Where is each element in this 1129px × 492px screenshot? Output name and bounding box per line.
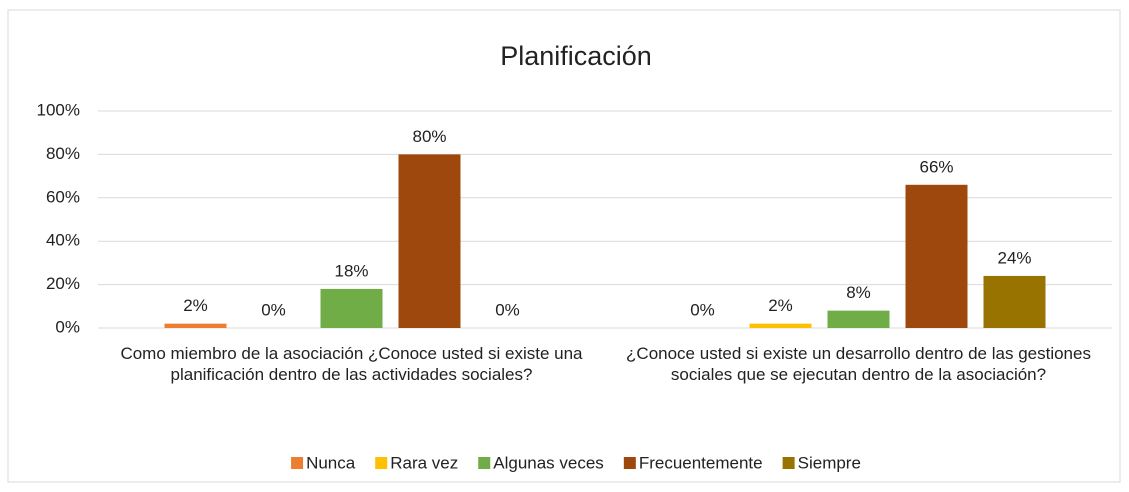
data-label: 0% (261, 300, 286, 319)
data-label: 2% (768, 296, 793, 315)
x-tick-label: Como miembro de la asociación ¿Conoce us… (120, 344, 583, 384)
data-label: 80% (412, 127, 446, 146)
legend-swatch (291, 457, 304, 469)
bar (905, 184, 968, 328)
y-tick-label: 80% (46, 144, 80, 163)
data-label: 8% (846, 283, 871, 302)
bar (164, 323, 227, 328)
x-tick-label: ¿Conoce usted si existe un desarrollo de… (626, 344, 1091, 384)
legend-swatch (375, 457, 388, 469)
bar (983, 275, 1046, 328)
legend-label: Rara vez (390, 453, 458, 472)
data-label: 24% (997, 248, 1031, 267)
chart-title: Planificación (500, 41, 652, 71)
y-tick-label: 20% (46, 274, 80, 293)
legend-swatch (782, 457, 795, 469)
legend-swatch (478, 457, 491, 469)
bar (398, 154, 461, 328)
x-tick-label-box: ¿Conoce usted si existe un desarrollo de… (626, 344, 1091, 384)
data-label: 66% (919, 157, 953, 176)
y-tick-label: 0% (55, 317, 80, 336)
y-tick-label: 60% (46, 187, 80, 206)
bar (320, 288, 383, 328)
data-label: 0% (690, 300, 715, 319)
legend: Nunca Rara vez Algunas veces Frecuentemente… (291, 453, 861, 472)
y-tick-label: 100% (37, 100, 80, 119)
legend-label: Nunca (306, 453, 356, 472)
data-label: 2% (183, 296, 208, 315)
bar (749, 323, 812, 328)
data-label: 0% (495, 300, 520, 319)
x-tick-label-box: Como miembro de la asociación ¿Conoce us… (120, 344, 583, 384)
legend-label: Siempre (798, 453, 861, 472)
data-label: 18% (334, 261, 368, 280)
legend-label: Frecuentemente (639, 453, 763, 472)
legend-label: Algunas veces (493, 453, 604, 472)
bar (827, 310, 890, 328)
y-tick-label: 40% (46, 231, 80, 250)
legend-swatch (623, 457, 636, 469)
